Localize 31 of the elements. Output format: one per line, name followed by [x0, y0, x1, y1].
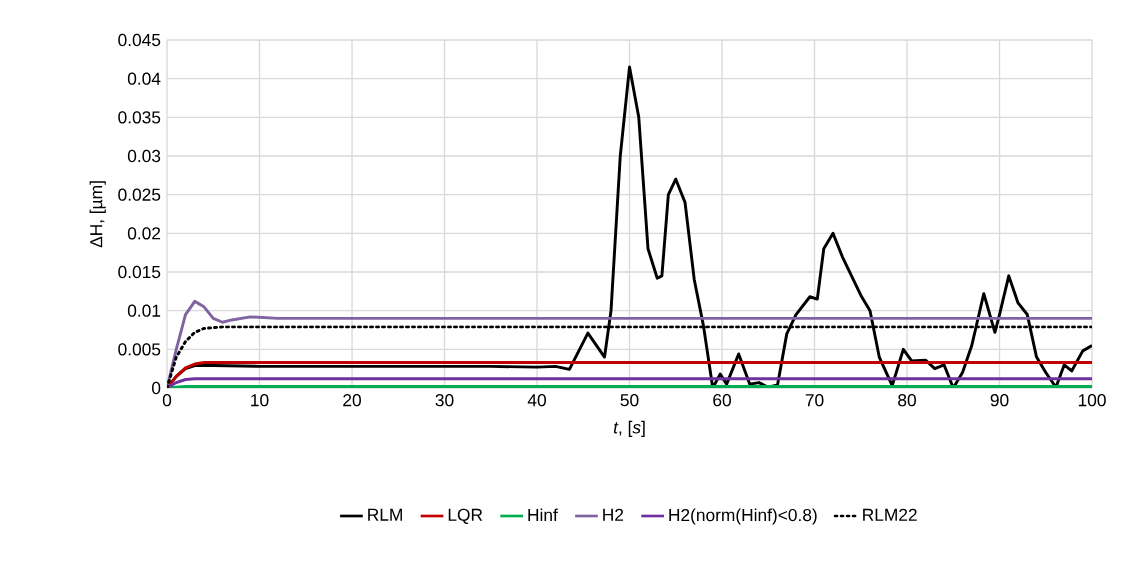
x-tick-label: 60	[713, 394, 731, 407]
y-axis-title: ΔH, [µm]	[89, 181, 106, 248]
x-axis-title: t, [s]	[613, 420, 645, 437]
line-series	[167, 377, 1093, 388]
legend-label: H2	[603, 508, 624, 521]
x-tick-label: 80	[898, 394, 916, 407]
x-tick-label: 90	[990, 394, 1009, 407]
legend-label: H2(norm(Hinf)<0.8)	[669, 508, 817, 525]
x-tick-label: 20	[343, 394, 361, 407]
y-tick-label: 0.02	[127, 227, 161, 240]
x-tick-label: 100	[1078, 394, 1106, 407]
y-tick-label: 0.03	[127, 149, 161, 163]
x-tick-label: 40	[527, 394, 546, 407]
x-tick-label: 30	[435, 394, 454, 407]
legend-label: RLM	[368, 508, 402, 521]
y-tick-label: 0.025	[118, 188, 161, 201]
x-tick-label: 50	[620, 394, 639, 407]
y-tick-label: 0.04	[127, 72, 161, 85]
y-tick-label: 0.035	[118, 111, 161, 124]
legend-label: LQR	[448, 508, 483, 525]
legend-label: Hinf	[528, 508, 558, 521]
x-tick-label: 10	[251, 394, 269, 407]
y-tick-label: 0.015	[118, 265, 161, 279]
legend-label: RLM22	[863, 508, 917, 521]
x-tick-label: 0	[162, 394, 172, 407]
y-tick-label: 0.01	[127, 304, 161, 317]
y-tick-label: 0.005	[118, 343, 161, 356]
line-series	[167, 299, 1093, 388]
y-tick-label: 0.045	[118, 33, 161, 47]
x-tick-label: 70	[805, 394, 824, 407]
y-tick-label: 0	[152, 381, 161, 395]
